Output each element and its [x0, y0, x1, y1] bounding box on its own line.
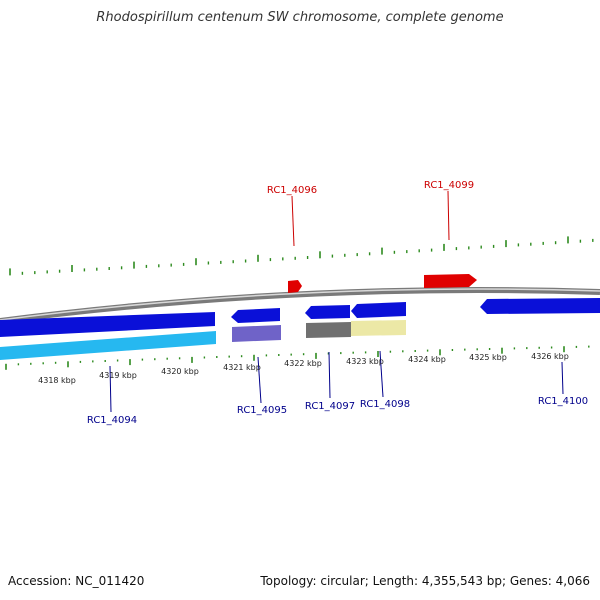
- lower-tick-ruler: [5, 345, 590, 370]
- cds-feature-rc1-4098[interactable]: [351, 320, 406, 336]
- gene-feature-rc1-4099[interactable]: [424, 274, 477, 288]
- upper-tick-ruler: [9, 236, 594, 276]
- scale-label: 4324 kbp: [408, 355, 446, 364]
- label-line-rc1-4097: [328, 351, 331, 399]
- label-line-rc1-4094: [109, 365, 112, 413]
- gene-label-rc1-4099[interactable]: RC1_4099: [424, 180, 474, 191]
- scale-label: 4326 kbp: [531, 352, 569, 361]
- chromosome-backbone: [0, 286, 600, 324]
- gene-feature-rc1-4100[interactable]: [480, 298, 600, 314]
- cds-feature-rc1-4097[interactable]: [306, 322, 351, 338]
- scale-label: 4322 kbp: [284, 359, 322, 368]
- gene-label-rc1-4095[interactable]: RC1_4095: [237, 405, 287, 416]
- scale-label: 4319 kbp: [99, 371, 137, 380]
- accession-text: Accession: NC_011420: [8, 574, 145, 588]
- cds-feature-rc1-4094[interactable]: [0, 331, 216, 360]
- scale-label: 4323 kbp: [346, 357, 384, 366]
- scale-label: 4325 kbp: [469, 353, 507, 362]
- gene-feature-rc1-4096[interactable]: [288, 280, 302, 293]
- gene-label-rc1-4096[interactable]: RC1_4096: [267, 185, 317, 196]
- map-title: Rhodospirillum centenum SW chromosome, c…: [96, 10, 504, 25]
- gene-label-rc1-4098[interactable]: RC1_4098: [360, 399, 410, 410]
- label-line-rc1-4096: [291, 195, 295, 247]
- label-line-rc1-4100: [561, 361, 564, 395]
- label-line-rc1-4099: [447, 190, 450, 241]
- chromosome-backbone-highlight: [0, 288, 600, 321]
- label-line-rc1-4098: [379, 350, 384, 398]
- scale-label: 4320 kbp: [161, 367, 199, 376]
- scale-label: 4318 kbp: [38, 376, 76, 385]
- gene-label-rc1-4094[interactable]: RC1_4094: [87, 415, 137, 426]
- gene-feature-rc1-4097[interactable]: [305, 305, 350, 319]
- scale-label: 4321 kbp: [223, 363, 261, 372]
- label-line-rc1-4095: [257, 356, 262, 404]
- gene-label-rc1-4100[interactable]: RC1_4100: [538, 396, 588, 407]
- gene-feature-rc1-4094[interactable]: [0, 312, 215, 337]
- gene-label-rc1-4097[interactable]: RC1_4097: [305, 401, 355, 412]
- cds-feature-rc1-4095[interactable]: [232, 325, 281, 342]
- genome-summary-text: Topology: circular; Length: 4,355,543 bp…: [260, 574, 590, 588]
- gene-feature-rc1-4098[interactable]: [351, 302, 406, 318]
- gene-feature-rc1-4095[interactable]: [231, 308, 280, 323]
